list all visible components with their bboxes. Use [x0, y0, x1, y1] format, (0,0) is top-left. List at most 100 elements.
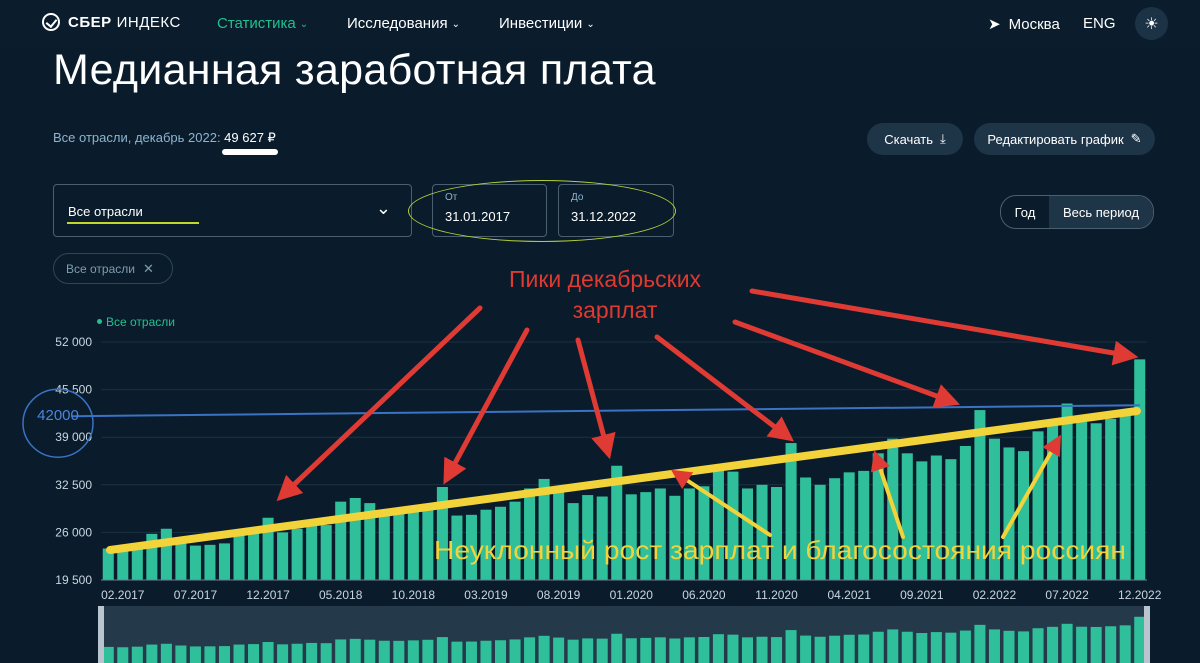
menu-investments[interactable]: Инвестиции ⌄: [499, 15, 595, 32]
navigator-bar: [524, 637, 536, 663]
navigator-bar: [277, 644, 289, 663]
bar[interactable]: [436, 486, 448, 580]
bar[interactable]: [974, 410, 986, 580]
bar[interactable]: [959, 445, 971, 580]
bar[interactable]: [131, 547, 143, 580]
bar[interactable]: [218, 543, 231, 580]
x-tick-label: 06.2020: [682, 588, 726, 602]
bar[interactable]: [829, 478, 841, 580]
bar[interactable]: [988, 438, 1000, 580]
bar[interactable]: [1032, 431, 1044, 580]
bar[interactable]: [248, 530, 260, 580]
bar[interactable]: [189, 545, 201, 580]
bar[interactable]: [901, 453, 913, 580]
bar[interactable]: [378, 509, 390, 580]
bar[interactable]: [277, 532, 289, 580]
bar[interactable]: [451, 515, 463, 580]
bar[interactable]: [1134, 359, 1146, 580]
bar[interactable]: [102, 548, 114, 580]
red-arrow: [654, 334, 794, 442]
bar[interactable]: [422, 503, 434, 580]
bar[interactable]: [1105, 418, 1117, 580]
bar[interactable]: [800, 477, 812, 580]
bar[interactable]: [233, 533, 245, 580]
bar[interactable]: [494, 506, 507, 580]
bar[interactable]: [1061, 403, 1073, 580]
bar[interactable]: [335, 501, 347, 580]
bar[interactable]: [582, 495, 594, 580]
bar[interactable]: [1076, 421, 1088, 580]
logo-rest: ИНДЕКС: [116, 13, 181, 31]
bar[interactable]: [349, 497, 361, 580]
language-switch[interactable]: ENG: [1083, 15, 1116, 32]
bar[interactable]: [204, 544, 216, 580]
location-arrow-icon: ➤: [988, 16, 1001, 33]
bar[interactable]: [654, 488, 666, 580]
bar[interactable]: [262, 517, 274, 580]
bar[interactable]: [306, 523, 318, 580]
bar[interactable]: [567, 503, 579, 580]
bar[interactable]: [1090, 423, 1102, 580]
bar[interactable]: [843, 472, 855, 580]
bar[interactable]: [160, 528, 172, 580]
industry-select-value: Все отрасли: [68, 204, 143, 219]
bar[interactable]: [916, 461, 928, 580]
bar[interactable]: [596, 496, 608, 580]
bar[interactable]: [538, 478, 550, 580]
close-icon[interactable]: ✕: [142, 260, 154, 276]
bar[interactable]: [509, 501, 521, 580]
range-navigator[interactable]: [101, 606, 1147, 663]
bar[interactable]: [465, 514, 477, 580]
bar[interactable]: [1047, 422, 1059, 580]
navigator-bar: [131, 646, 143, 663]
industry-select[interactable]: Все отрасли ⌄: [53, 184, 412, 237]
bar[interactable]: [741, 488, 754, 580]
bar[interactable]: [669, 495, 681, 580]
bar[interactable]: [683, 488, 695, 580]
logo[interactable]: СБЕР ИНДЕКС: [42, 13, 181, 31]
filter-chip[interactable]: Все отрасли ✕: [53, 253, 173, 284]
bar[interactable]: [480, 509, 492, 580]
download-button[interactable]: Скачать ⤓: [867, 123, 963, 155]
bar[interactable]: [320, 525, 332, 580]
bar[interactable]: [756, 484, 768, 580]
menu-research[interactable]: Исследования ⌄: [347, 15, 460, 32]
bar[interactable]: [146, 533, 158, 580]
period-all-button[interactable]: Весь период: [1049, 196, 1153, 228]
bar[interactable]: [945, 459, 957, 580]
bar[interactable]: [553, 489, 565, 580]
bar[interactable]: [175, 539, 187, 580]
navigator-bar: [1134, 616, 1146, 663]
bar[interactable]: [872, 453, 884, 580]
location-selector[interactable]: ➤ Москва: [988, 15, 1060, 33]
bar[interactable]: [858, 470, 870, 580]
edit-chart-button[interactable]: Редактировать график ✎: [974, 123, 1155, 155]
bar[interactable]: [407, 507, 419, 580]
bar[interactable]: [930, 455, 942, 580]
period-year-button[interactable]: Год: [1014, 204, 1036, 220]
bar[interactable]: [611, 465, 623, 580]
bar[interactable]: [640, 492, 652, 580]
bar[interactable]: [712, 468, 724, 580]
bar[interactable]: [727, 471, 739, 580]
bar[interactable]: [785, 443, 797, 580]
bar[interactable]: [625, 494, 637, 580]
bar[interactable]: [117, 550, 129, 580]
bar[interactable]: [524, 488, 536, 580]
menu-statistics[interactable]: Статистика ⌄: [217, 15, 308, 32]
bar[interactable]: [291, 528, 303, 580]
bar[interactable]: [364, 503, 376, 580]
bar[interactable]: [1003, 447, 1015, 580]
bar[interactable]: [771, 486, 783, 580]
navigator-handle-left[interactable]: [98, 606, 104, 663]
bar[interactable]: [1017, 451, 1030, 580]
navigator-bar: [436, 637, 448, 663]
navigator-handle-right[interactable]: [1144, 606, 1150, 663]
bar[interactable]: [814, 484, 826, 580]
bar[interactable]: [1119, 413, 1131, 580]
bar[interactable]: [393, 510, 405, 580]
theme-toggle-sun-icon[interactable]: ☀: [1135, 7, 1168, 40]
navigator-bar: [175, 645, 187, 663]
bar[interactable]: [698, 486, 710, 580]
navigator-bar: [640, 637, 652, 663]
